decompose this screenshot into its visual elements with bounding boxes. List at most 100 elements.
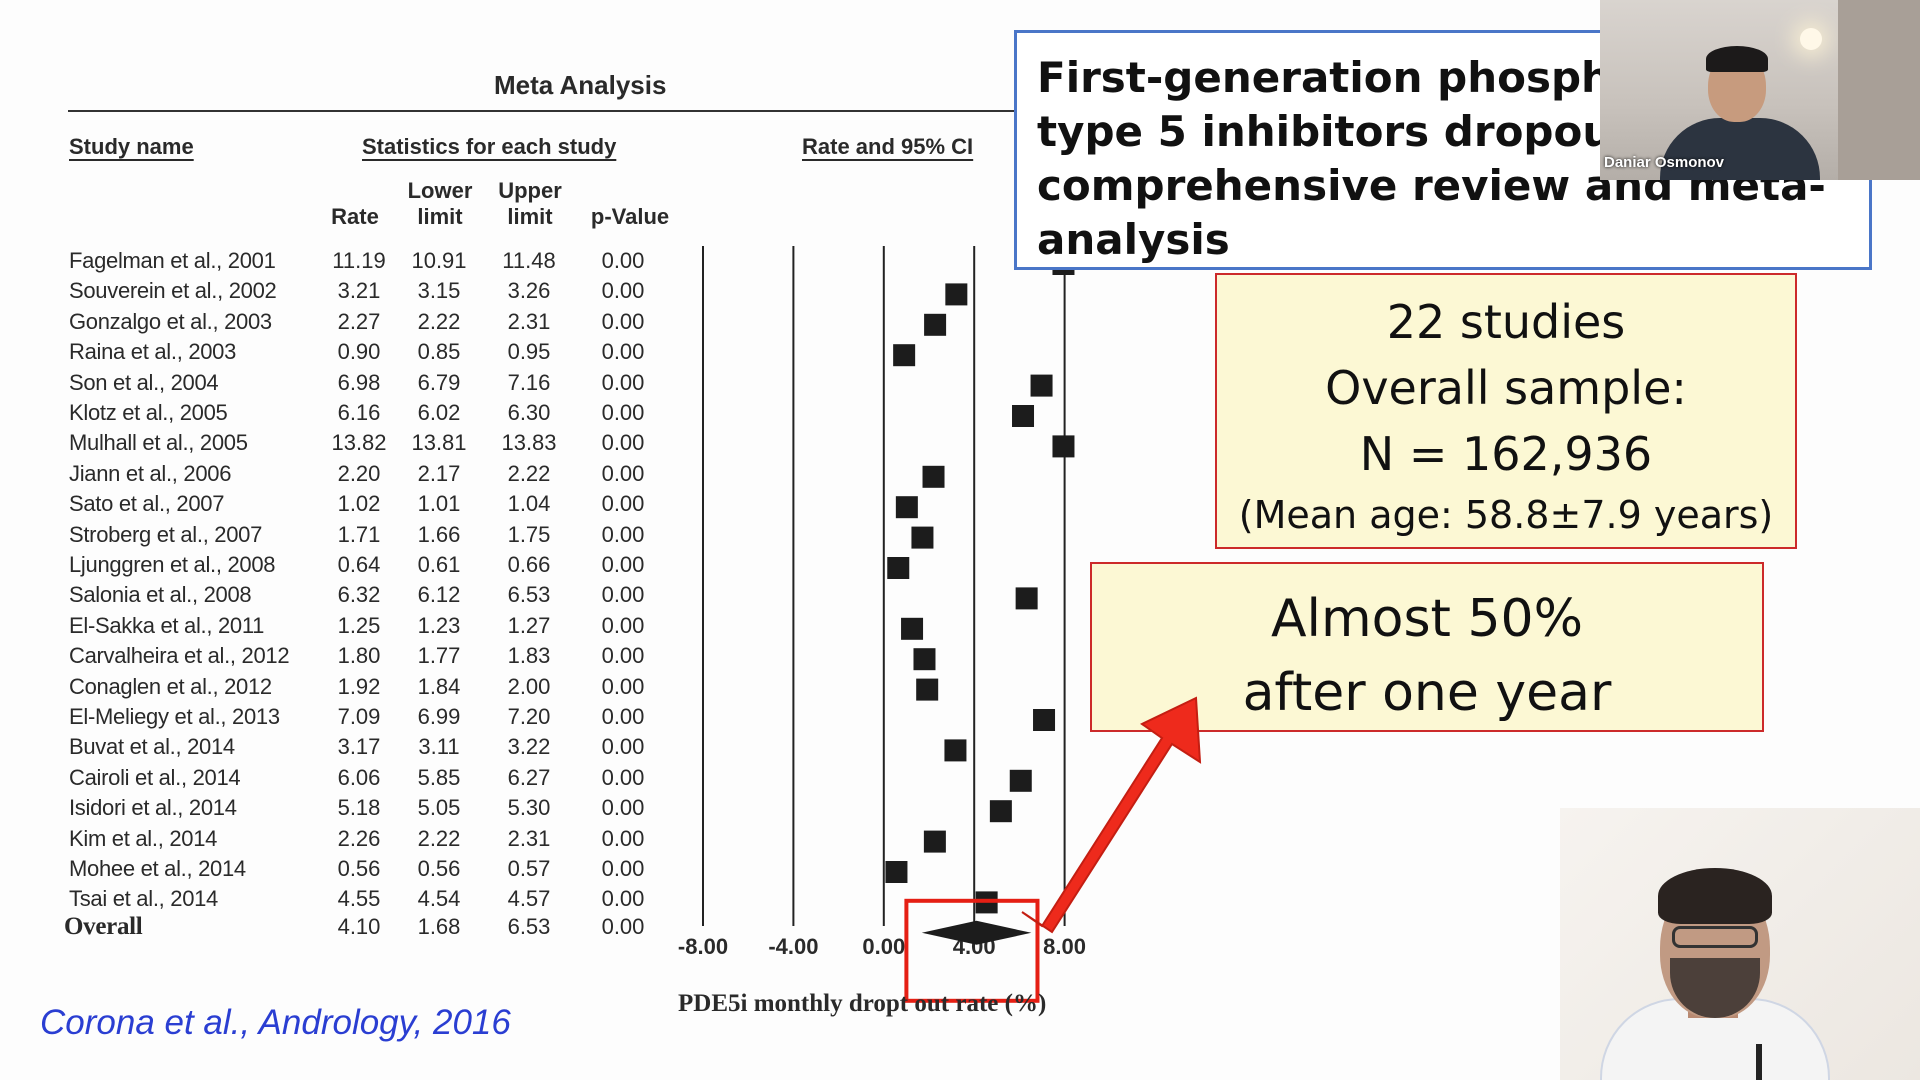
participant-body: [1660, 118, 1820, 180]
study-p-value: 0.00: [601, 339, 645, 365]
study-name: Gonzalgo et al., 2003: [69, 308, 272, 334]
header-divider: [68, 110, 1028, 112]
study-name: Buvat et al., 2014: [69, 734, 235, 760]
sample-size: N = 162,936: [1359, 427, 1653, 481]
overall-lower: 1.68: [417, 914, 461, 939]
study-row: Carvalheira et al., 2012 1.80 1.77 1.83 0.00: [0, 641, 700, 671]
study-name: Tsai et al., 2014: [69, 886, 218, 912]
study-row: El-Sakka et al., 2011 1.25 1.23 1.27 0.00: [0, 611, 700, 641]
study-name: Fagelman et al., 2001: [69, 248, 276, 273]
study-row: Souverein et al., 2002 3.21 3.15 3.26 0.00: [0, 276, 700, 306]
forest-study-marker: [1012, 405, 1035, 427]
study-p-value: 0.00: [601, 430, 645, 456]
study-name: Salonia et al., 2008: [69, 582, 252, 608]
study-p-value: 0.00: [601, 460, 645, 486]
study-upper-limit: 13.83: [501, 430, 557, 456]
forest-study-marker: [1033, 709, 1056, 731]
forest-study-marker: [989, 800, 1012, 823]
study-lower-limit: 6.02: [417, 400, 461, 425]
microphone-icon: [1756, 1044, 1762, 1080]
study-row: Raina et al., 2003 0.90 0.85 0.95 0.00: [0, 337, 700, 367]
participant-hair: [1706, 46, 1768, 72]
study-name: Ljunggren et al., 2008: [69, 552, 276, 577]
study-p-value: 0.00: [601, 369, 645, 395]
participant-video-bottom[interactable]: [1560, 808, 1920, 1080]
study-name: Raina et al., 2003: [69, 339, 237, 365]
study-name: Cairoli et al., 2014: [69, 764, 241, 790]
study-row: Buvat et al., 2014 3.17 3.11 3.22 0.00: [0, 732, 700, 762]
forest-study-marker: [922, 465, 945, 488]
study-rate: 6.98: [337, 369, 381, 395]
study-name: Carvalheira et al., 2012: [69, 643, 290, 669]
study-upper-limit: 1.27: [507, 612, 551, 638]
study-p-value: 0.00: [601, 612, 645, 638]
forest-study-marker: [893, 344, 916, 367]
study-name: El-Sakka et al., 2011: [69, 612, 265, 638]
study-rate: 1.92: [337, 673, 381, 699]
study-upper-limit: 2.31: [507, 308, 551, 334]
study-rate: 2.20: [337, 460, 381, 486]
study-rate: 0.90: [337, 339, 381, 365]
study-upper-limit: 2.00: [507, 673, 551, 699]
study-lower-limit: 3.11: [418, 734, 460, 760]
study-upper-limit: 2.22: [507, 460, 551, 486]
forest-study-marker: [885, 861, 908, 883]
study-lower-limit: 2.17: [417, 460, 461, 486]
study-rate: 11.19: [332, 248, 386, 273]
study-p-value: 0.00: [601, 643, 645, 669]
study-lower-limit: 5.85: [417, 764, 461, 790]
study-p-value: 0.00: [601, 734, 645, 760]
study-p-value: 0.00: [601, 308, 645, 334]
study-upper-limit: 7.20: [507, 704, 551, 729]
forest-study-marker: [1052, 435, 1075, 458]
study-upper-limit: 1.83: [507, 643, 551, 669]
lower-limit-line2: limit: [417, 204, 463, 229]
forest-study-marker: [944, 739, 967, 762]
statistics-header: Statistics for each study: [362, 134, 617, 159]
study-row: Son et al., 2004 6.98 6.79 7.16 0.00: [0, 368, 700, 398]
participant-video-top[interactable]: Daniar Osmonov: [1600, 0, 1920, 180]
study-name: Klotz et al., 2005: [69, 400, 228, 425]
rate-ci-header: Rate and 95% CI: [802, 134, 974, 159]
lower-limit-line1: Lower: [407, 178, 473, 203]
dropout-callout-box: Almost 50% after one year: [1090, 562, 1764, 732]
study-row: Stroberg et al., 2007 1.71 1.66 1.75 0.00: [0, 520, 700, 550]
study-lower-limit: 3.15: [417, 278, 461, 304]
forest-study-marker: [1015, 587, 1038, 610]
study-rate: 6.16: [337, 400, 381, 425]
forest-study-marker: [916, 678, 939, 701]
study-rate: 0.64: [337, 552, 381, 577]
study-rate: 2.26: [337, 825, 381, 851]
study-name-header: Study name: [69, 134, 194, 159]
study-lower-limit: 4.54: [417, 886, 461, 912]
study-upper-limit: 3.26: [507, 278, 551, 304]
study-row: Salonia et al., 2008 6.32 6.12 6.53 0.00: [0, 580, 700, 610]
ceiling-light: [1800, 28, 1822, 50]
overall-sample-label: Overall sample:: [1325, 361, 1687, 415]
study-name: Sato et al., 2007: [69, 491, 225, 517]
forest-study-marker: [1009, 769, 1032, 792]
forest-tick-label: 0.00: [862, 934, 905, 959]
study-lower-limit: 10.91: [411, 248, 467, 273]
study-lower-limit: 1.01: [417, 491, 461, 517]
overall-upper: 6.53: [507, 914, 551, 939]
citation: Corona et al., Andrology, 2016: [40, 1003, 511, 1042]
forest-plot: -8.00 -4.00 0.00 4.00 8.00: [678, 246, 1086, 1003]
study-rate: 1.71: [337, 521, 381, 547]
study-upper-limit: 0.57: [507, 856, 551, 881]
study-p-value: 0.00: [601, 673, 645, 699]
overall-label: Overall: [64, 913, 143, 940]
study-p-value: 0.00: [601, 764, 645, 790]
study-name: Conaglen et al., 2012: [69, 673, 272, 699]
study-rate: 13.82: [331, 430, 387, 456]
study-lower-limit: 2.22: [417, 308, 461, 334]
study-rate: 1.80: [337, 643, 381, 669]
study-rate: 2.27: [337, 308, 381, 334]
study-row: Isidori et al., 2014 5.18 5.05 5.30 0.00: [0, 793, 700, 823]
participant-name-label: Daniar Osmonov: [1604, 154, 1725, 171]
study-row: Mulhall et al., 2005 13.82 13.81 13.83 0.00: [0, 428, 700, 458]
meta-analysis-title: Meta Analysis: [494, 70, 667, 100]
study-rate: 5.18: [337, 795, 381, 821]
upper-limit-line2: limit: [507, 204, 553, 229]
